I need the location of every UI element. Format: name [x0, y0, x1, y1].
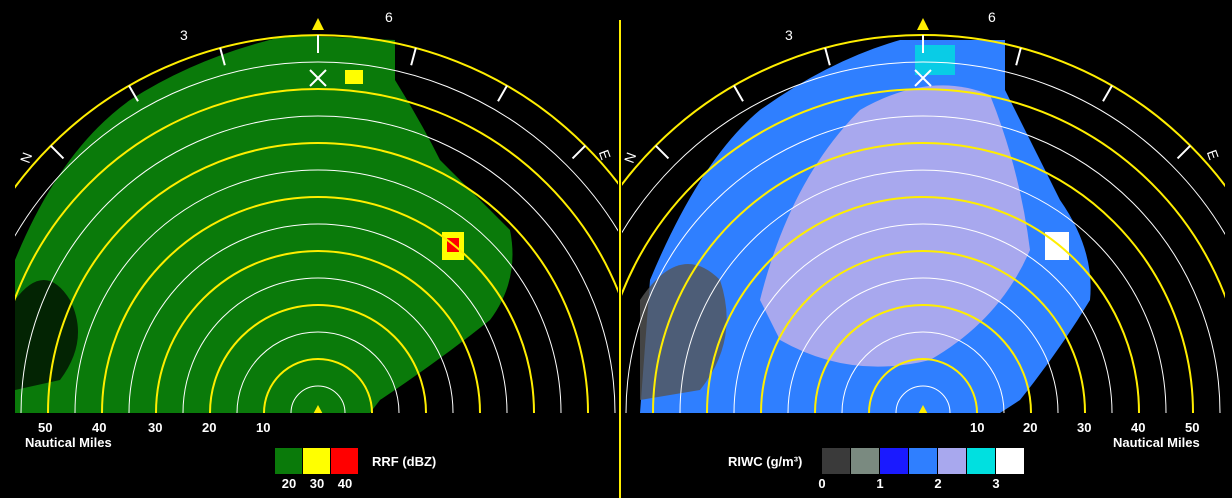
legend-swatch: [822, 448, 850, 474]
legend-swatch: [851, 448, 879, 474]
legend-swatch: [909, 448, 937, 474]
range-label: 30: [148, 420, 162, 435]
range-label: 40: [92, 420, 106, 435]
legend-tick-label: 1: [876, 476, 883, 491]
legend-swatch: [275, 448, 302, 474]
bearing-label: 3: [180, 27, 188, 43]
range-label: 10: [970, 420, 984, 435]
legend-title: RRF (dBZ): [372, 454, 436, 469]
bearing-label: 6: [988, 9, 996, 25]
legend-tick-label: 40: [338, 476, 352, 491]
radar-screen: 3 6 N E 3 6 N E 50 40 30 20 10 Nautical …: [0, 0, 1232, 498]
legend-title: RIWC (g/m³): [728, 454, 802, 469]
legend-swatch: [967, 448, 995, 474]
bearing-label: 3: [785, 27, 793, 43]
range-unit: Nautical Miles: [25, 435, 112, 450]
legend-tick-label: 3: [992, 476, 999, 491]
range-label: 20: [202, 420, 216, 435]
range-label: 50: [1185, 420, 1199, 435]
range-label: 40: [1131, 420, 1145, 435]
footer: [0, 413, 1232, 498]
legend-swatch: [303, 448, 330, 474]
range-label: 50: [38, 420, 52, 435]
legend-swatch: [938, 448, 966, 474]
range-label: 30: [1077, 420, 1091, 435]
bearing-label: 6: [385, 9, 393, 25]
legend-tick-label: 2: [934, 476, 941, 491]
legend-swatch: [996, 448, 1024, 474]
legend-tick-label: 0: [818, 476, 825, 491]
legend-swatch: [331, 448, 358, 474]
range-label: 20: [1023, 420, 1037, 435]
legend-swatch: [880, 448, 908, 474]
legend-tick-label: 20: [282, 476, 296, 491]
range-unit: Nautical Miles: [1113, 435, 1200, 450]
range-label: 10: [256, 420, 270, 435]
legend-tick-label: 30: [310, 476, 324, 491]
